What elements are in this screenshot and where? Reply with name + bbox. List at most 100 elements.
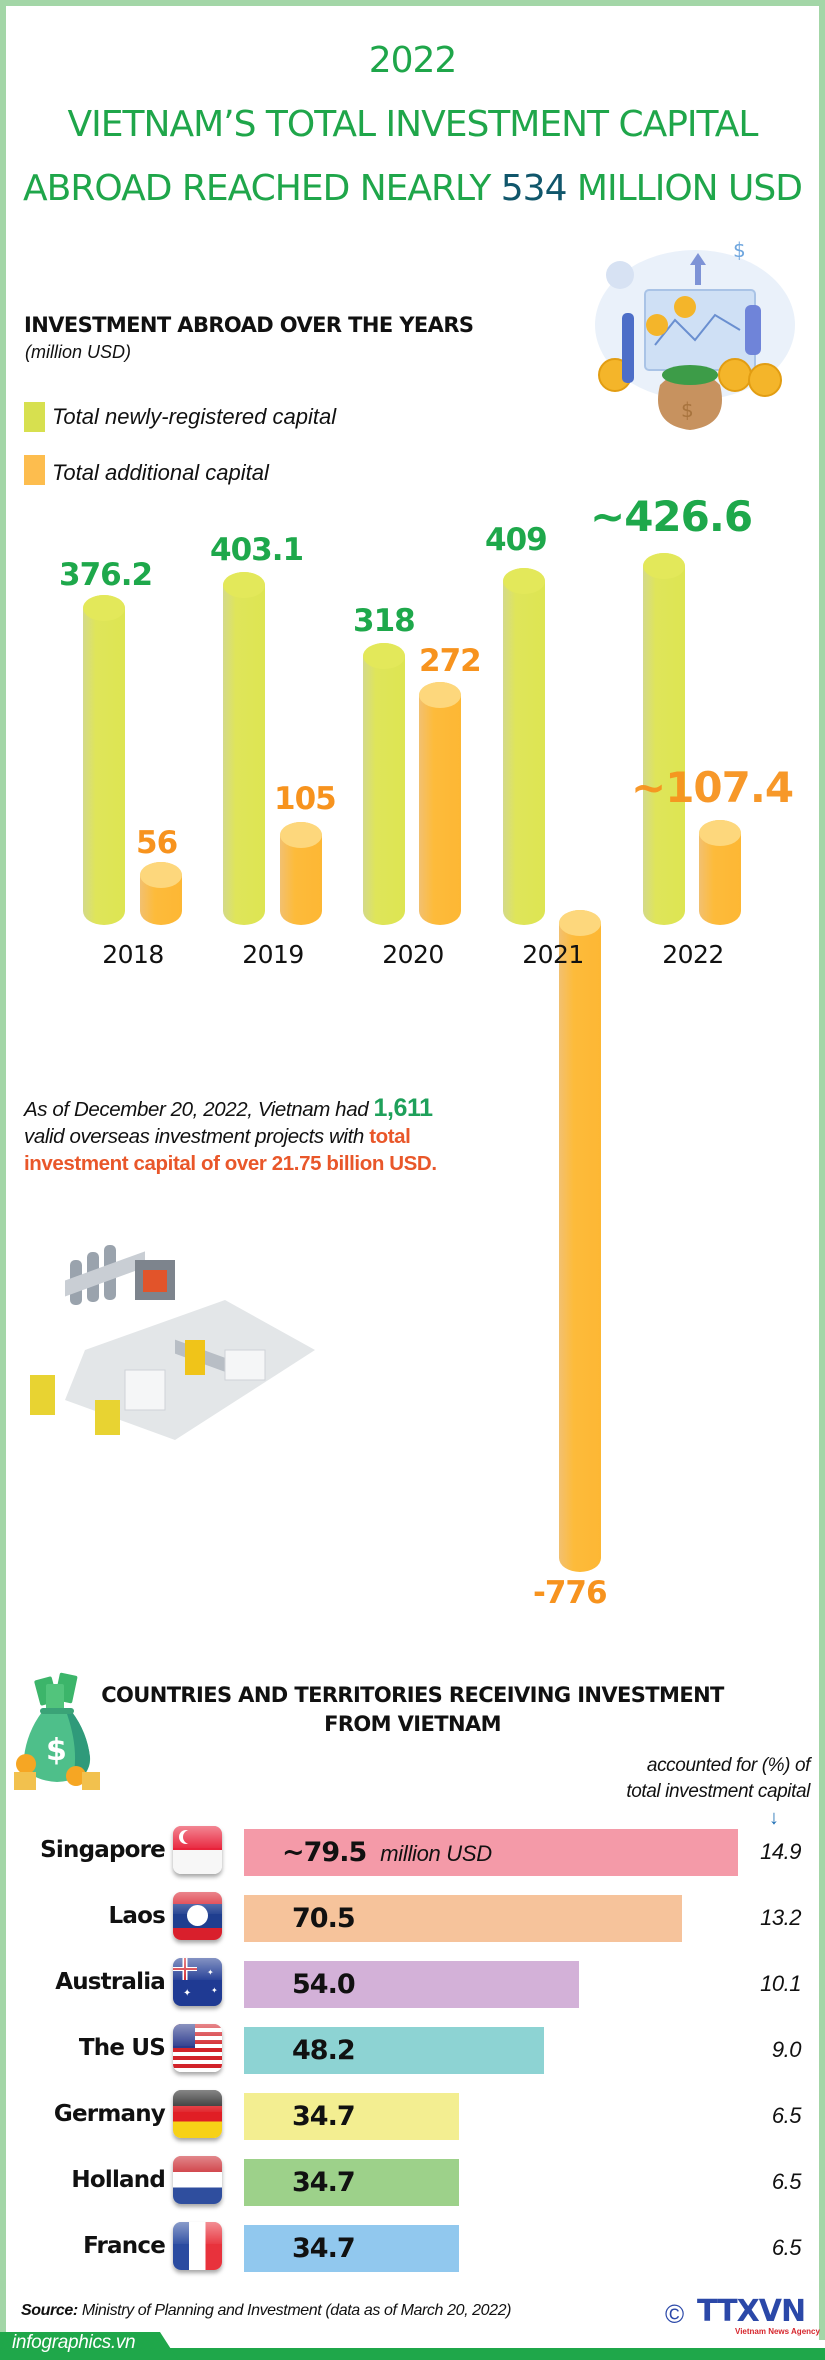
header-title-line2-prefix: ABROAD REACHED NEARLY [23,168,501,209]
money-bag-icon: $ [14,1672,100,1790]
unit-label: million USD [380,1841,492,1866]
value-2021-newly-registered: 409 [485,522,548,558]
country-name-laos: Laos [108,1903,166,1929]
header-title-line2: ABROAD REACHED NEARLY 534 MILLION USD [0,168,825,209]
flag-germany-icon [173,2090,222,2138]
footer-site-link[interactable]: infographics.vn [12,2332,136,2353]
country-pct-laos: 13.2 [760,1905,801,1930]
country-name-the-us: The US [78,2035,166,2061]
header-title-line2-suffix: MILLION USD [566,168,803,209]
country-bar-france [244,2225,459,2272]
value-2020-newly-registered: 318 [353,603,416,639]
bar-2018-newly-registered [83,595,125,925]
flag-laos-icon [173,1892,222,1940]
legend-swatch-newly-registered [24,402,45,432]
header-year: 2022 [368,40,458,81]
footer-site-tab[interactable]: infographics.vn [0,2332,178,2360]
country-bar-the-us [244,2027,544,2074]
note-project-count: 1,611 [373,1094,434,1122]
country-value-singapore-number: ~79.5 [282,1837,367,1868]
country-value-holland: 34.7 [292,2167,356,2198]
svg-text:$: $ [681,398,694,422]
country-pct-the-us: 9.0 [771,2037,802,2062]
country-pct-singapore: 14.9 [760,1839,801,1864]
country-value-singapore: ~79.5 million USD [282,1829,492,1877]
bar-2020-newly-registered [363,643,405,925]
section1-unit: (million USD) [25,342,132,362]
bar-2022-additional [699,820,741,925]
year-label-2018: 2018 [102,940,164,969]
country-name-singapore: Singapore [40,1837,166,1863]
agency-name: Vietnam News Agency [735,2327,820,2336]
country-pct-holland: 6.5 [771,2169,802,2194]
summary-note: As of December 20, 2022, Vietnam had 1,6… [24,1095,544,1177]
share-header-line2: total investment capital [626,1781,810,1802]
note-text1: As of December 20, 2022, Vietnam had [24,1098,374,1121]
value-2022-newly-registered: ~426.6 [590,492,753,541]
country-bar-laos [244,1895,682,1942]
note-highlight2: investment capital of over 21.75 billion… [24,1152,437,1175]
country-value-laos: 70.5 [292,1903,356,1934]
legend-label-additional: Total additional capital [52,460,269,485]
bar-2021-additional-negative [559,910,601,1572]
value-2018-additional: 56 [136,825,178,861]
bar-2018-additional [140,862,182,925]
country-value-france: 34.7 [292,2233,356,2264]
section1-title: INVESTMENT ABROAD OVER THE YEARS [24,313,474,337]
source-label: Source: [21,2302,78,2319]
svg-text:$: $ [46,1733,67,1768]
value-2018-newly-registered: 376.2 [59,557,153,593]
note-text2: valid overseas investment projects with [24,1125,370,1148]
value-2019-newly-registered: 403.1 [210,532,304,568]
value-2020-additional: 272 [419,643,482,679]
flag-france-icon [173,2222,222,2270]
year-label-2020: 2020 [382,940,444,969]
bar-2022-newly-registered [643,553,685,925]
country-name-holland: Holland [71,2167,165,2193]
country-value-germany: 34.7 [292,2101,356,2132]
year-label-2021: 2021 [522,940,584,969]
country-pct-germany: 6.5 [771,2103,802,2128]
flag-singapore-icon [173,1826,222,1874]
factory-illustration [30,1245,315,1440]
country-pct-france: 6.5 [771,2235,802,2260]
country-value-the-us: 48.2 [292,2035,356,2066]
bar-2021-additional-cap [559,910,601,936]
year-label-2019: 2019 [242,940,304,969]
country-name-france: France [83,2233,166,2259]
share-header-line1: accounted for (%) of [646,1755,810,1776]
bar-2021-newly-registered [503,568,545,925]
note-highlight1: total [369,1125,411,1148]
header-highlight-534: 534 [500,168,568,209]
flag-holland-icon [173,2156,222,2204]
country-bar-singapore [244,1829,738,1876]
section2-title-line1: COUNTRIES AND TERRITORIES RECEIVING INVE… [101,1683,724,1707]
year-label-2022: 2022 [662,940,724,969]
value-2022-additional: ~107.4 [631,763,794,812]
down-arrow-icon: ↓ [769,1807,779,1829]
source-text: Ministry of Planning and Investment (dat… [77,2302,512,2319]
value-2019-additional: 105 [274,781,337,817]
flag-australia-icon: ✦ ✦ ✦ [173,1958,222,2006]
country-value-australia: 54.0 [292,1969,356,2000]
flag-us-icon [173,2024,222,2072]
legend-swatch-additional [24,455,45,485]
bar-2019-newly-registered [223,572,265,925]
legend-label-newly-registered: Total newly-registered capital [52,404,337,429]
footer-bar [0,2348,825,2360]
country-bar-australia [244,1961,579,2008]
country-pct-australia: 10.1 [760,1971,801,1996]
svg-text:$: $ [733,238,746,262]
bar-2019-additional [280,822,322,925]
section2-title-line2: FROM VIETNAM [324,1712,501,1736]
country-bar-germany [244,2093,459,2140]
country-name-australia: Australia [55,1969,166,1995]
bar-2020-additional [419,682,461,925]
country-name-germany: Germany [53,2101,166,2127]
header-title-line1: VIETNAM’S TOTAL INVESTMENT CAPITAL [67,104,759,145]
investment-illustration: $ $ [595,238,795,430]
copyright-icon: © [665,2299,685,2329]
source-line: Source: Ministry of Planning and Investm… [21,2302,511,2320]
value-2021-additional: -776 [533,1575,608,1611]
